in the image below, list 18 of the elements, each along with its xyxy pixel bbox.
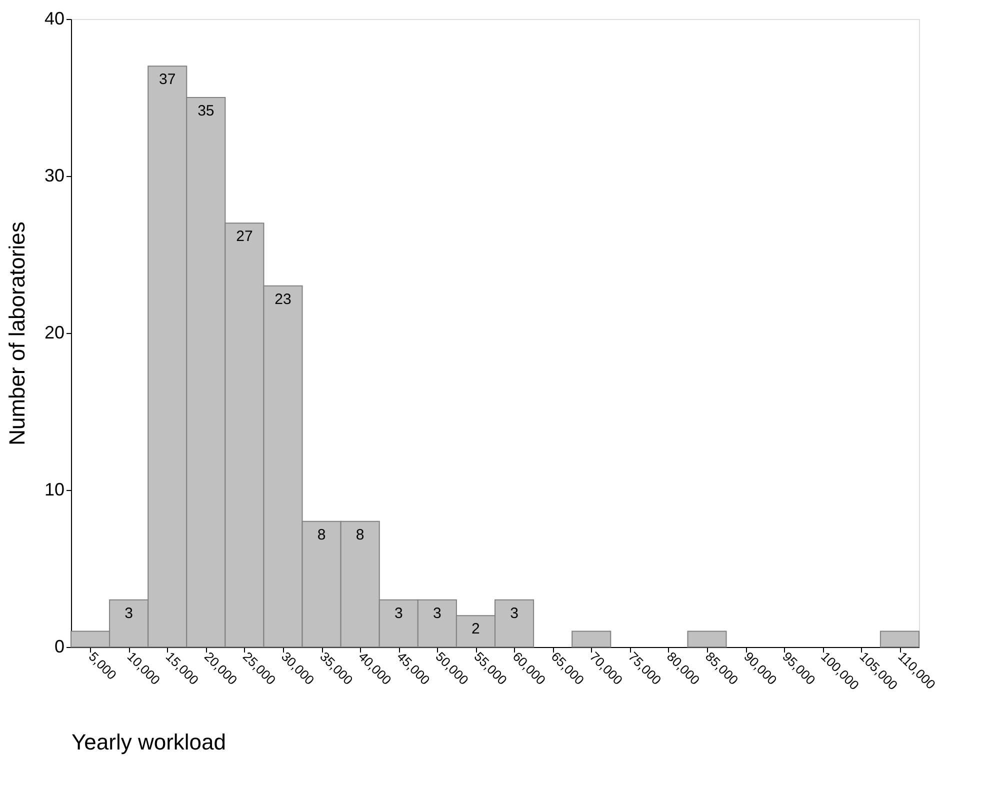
y-tick-label: 20 xyxy=(44,322,64,342)
y-tick-label: 30 xyxy=(44,166,64,186)
x-axis-title: Yearly workload xyxy=(72,730,226,755)
y-tick-label: 40 xyxy=(44,8,64,28)
data-label: 8 xyxy=(356,526,364,544)
data-label: 37 xyxy=(159,71,176,88)
data-label: 3 xyxy=(433,604,442,622)
y-tick-label: 0 xyxy=(54,636,64,656)
data-label: 23 xyxy=(274,290,292,308)
data-label: 3 xyxy=(124,604,133,622)
data-label: 27 xyxy=(236,228,253,246)
y-axis-title: Number of laboratories xyxy=(4,222,30,446)
data-label: 3 xyxy=(510,604,518,622)
data-label: 3 xyxy=(394,604,403,622)
data-label: 35 xyxy=(198,102,214,120)
data-label: 8 xyxy=(317,526,326,544)
data-label: 2 xyxy=(472,620,480,638)
y-tick-label: 10 xyxy=(44,480,64,500)
